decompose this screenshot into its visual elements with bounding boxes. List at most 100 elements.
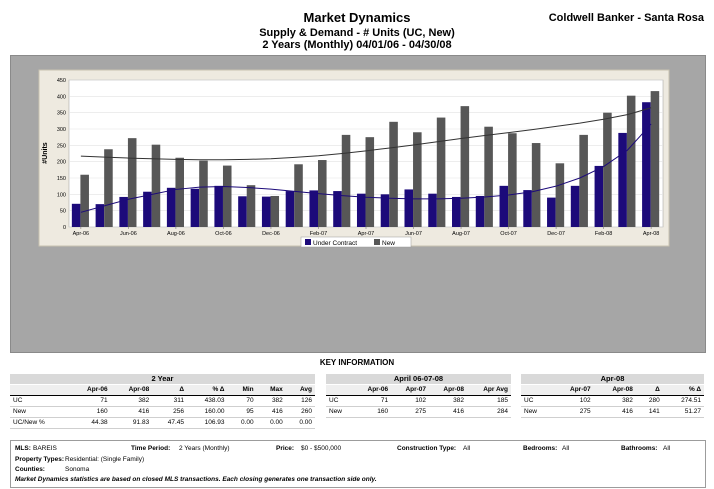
x-tick-label: Aug-07 <box>452 231 470 237</box>
table-row: UC 71 102 382 185 <box>326 395 511 407</box>
column-header <box>10 384 70 396</box>
y-tick-label: 50 <box>60 209 66 215</box>
april-comparison-table: April 06-07-08 Apr-06 Apr-07 Apr-08 Apr … <box>326 374 511 418</box>
y-tick-label: 450 <box>57 78 66 84</box>
table-row: New 275 416 141 51.27 <box>521 406 704 418</box>
x-tick-label: Jun-06 <box>120 231 137 237</box>
bar-under-contract <box>642 102 651 227</box>
trendline-under-contract <box>80 123 652 213</box>
table-cell: 102 <box>551 395 594 407</box>
y-tick-label: 150 <box>57 176 66 182</box>
column-header: Δ <box>152 384 188 396</box>
bar-new <box>603 112 612 227</box>
table-cell: 71 <box>69 395 111 407</box>
report-subtitle: Supply & Demand - # Units (UC, New) <box>259 27 455 39</box>
column-header: Apr-08 <box>110 384 153 396</box>
bar-new <box>365 137 375 227</box>
table-cell: 275 <box>551 406 594 418</box>
table-cell: 126 <box>285 395 315 407</box>
table-cell: 95 <box>227 406 257 418</box>
table-cell: 0.00 <box>227 417 257 429</box>
bar-under-contract <box>380 194 390 227</box>
table-cell: 70 <box>227 395 257 407</box>
bar-under-contract <box>333 191 342 227</box>
bar-under-contract <box>547 197 556 227</box>
table-cell: 160 <box>353 406 392 418</box>
table-cell: 106.93 <box>187 417 228 429</box>
bar-new <box>484 126 493 227</box>
table-cell: 0.00 <box>285 417 315 429</box>
bar-new <box>175 157 184 227</box>
time-period-value: 2 Years (Monthly) <box>179 445 230 452</box>
chart-legend: Under Contract New <box>300 236 412 248</box>
bar-under-contract <box>238 196 247 227</box>
table-row: UC 102 382 280 274.51 <box>521 395 704 407</box>
bedrooms-value: All <box>562 445 570 452</box>
bar-under-contract <box>285 191 295 227</box>
bar-new <box>508 133 517 227</box>
column-header: Apr-07 <box>551 384 594 396</box>
table-row: UC/New % 44.38 91.83 47.45 106.93 0.00 0… <box>10 417 315 429</box>
table-cell: 185 <box>467 395 511 407</box>
trendline-new <box>80 107 652 161</box>
column-header: Apr Avg <box>467 384 511 396</box>
bar-under-contract <box>356 193 366 227</box>
column-header: Δ <box>635 384 663 396</box>
mls-value: BAREIS <box>33 445 57 452</box>
y-tick-label: 0 <box>63 225 66 231</box>
bathrooms-value: All <box>663 445 671 452</box>
bar-under-contract <box>618 132 627 227</box>
bar-new <box>199 160 208 227</box>
bar-new <box>436 117 446 227</box>
y-tick-label: 350 <box>57 111 66 117</box>
table-cell: UC <box>10 395 70 407</box>
bar-new <box>151 144 161 227</box>
bar-new <box>460 106 470 227</box>
column-header: Min <box>227 384 257 396</box>
x-tick-label: Aug-06 <box>167 231 185 237</box>
column-header: % Δ <box>662 384 704 396</box>
bar-under-contract <box>452 196 461 227</box>
column-header: Max <box>256 384 286 396</box>
table-cell: 102 <box>391 395 430 407</box>
bar-under-contract <box>523 190 532 227</box>
bar-new <box>389 121 398 227</box>
table-cell: 382 <box>256 395 286 407</box>
x-tick-label: Dec-06 <box>262 231 280 237</box>
price-value: $0 - $500,000 <box>301 445 342 452</box>
x-tick-label: Apr-08 <box>643 231 660 237</box>
bar-under-contract <box>190 188 200 227</box>
table-cell: 382 <box>593 395 636 407</box>
column-header: Apr-07 <box>391 384 430 396</box>
supply-demand-chart: 0 50 100 150 200 250 300 350 400 450 Apr-06 Jun-06… <box>38 69 670 248</box>
column-header: Apr-08 <box>593 384 636 396</box>
bar-under-contract <box>570 185 580 227</box>
x-tick-label: Oct-06 <box>215 231 232 237</box>
bar-new <box>531 143 541 227</box>
property-types-label: Property Types: <box>15 456 65 463</box>
table-header-row: Apr-06 Apr-08 Δ % Δ Min Max Avg <box>10 384 315 396</box>
bar-new <box>650 91 660 228</box>
bar-new <box>127 138 137 227</box>
bar-under-contract <box>95 204 105 227</box>
bar-under-contract <box>499 185 509 227</box>
table-cell: 71 <box>353 395 392 407</box>
column-header: Avg <box>285 384 315 396</box>
y-tick-label: 300 <box>57 127 66 133</box>
brand-name: Coldwell Banker - Santa Rosa <box>548 12 704 24</box>
table-cell: New <box>10 406 70 418</box>
table-cell: 44.38 <box>69 417 111 429</box>
bar-new <box>341 134 351 227</box>
two-year-heading: 2 Year <box>10 374 315 385</box>
bar-new <box>626 95 636 228</box>
construction-type-label: Construction Type: <box>397 445 457 452</box>
bar-under-contract <box>594 165 604 227</box>
bar-new <box>413 132 422 227</box>
legend-label-new: New <box>382 240 395 247</box>
two-year-table: 2 Year Apr-06 Apr-08 Δ % Δ Min Max Avg U… <box>10 374 315 429</box>
property-types-value: Residential: (Single Family) <box>65 456 145 463</box>
x-tick-label: Oct-07 <box>500 231 517 237</box>
x-tick-label: Apr-07 <box>358 231 375 237</box>
x-tick-label: Feb-08 <box>595 231 612 237</box>
table-cell: 311 <box>152 395 188 407</box>
